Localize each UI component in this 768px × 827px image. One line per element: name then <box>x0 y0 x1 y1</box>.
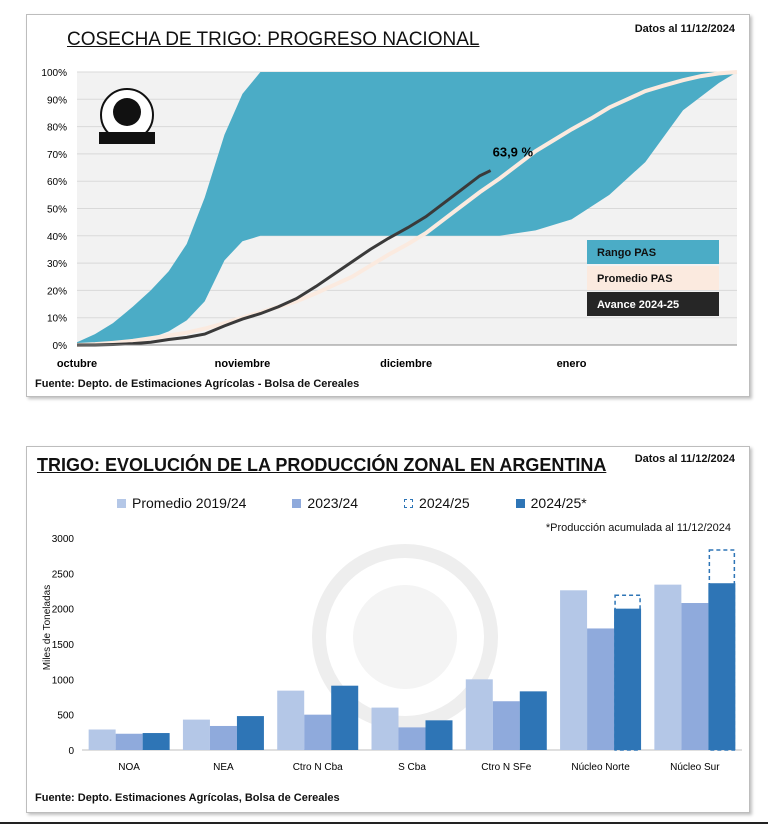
harvest-progress-panel: COSECHA DE TRIGO: PROGRESO NACIONAL Dato… <box>26 14 750 397</box>
legend-label: Promedio PAS <box>597 273 673 285</box>
y-tick-label: 80% <box>47 123 67 134</box>
harvest-progress-chart: 0% 10% 20% 30% 40% 50% 60% 70% 80% 90% 100% octubre… <box>41 68 738 370</box>
logo-banner <box>99 132 155 144</box>
y-tick-label: 70% <box>47 150 67 161</box>
watermark-center <box>353 585 457 689</box>
bar <box>398 727 426 750</box>
bar <box>277 690 305 750</box>
legend-item-2023: 2023/24 <box>292 495 358 511</box>
legend-label: Avance 2024-25 <box>597 299 679 311</box>
x-tick-label: S Cba <box>398 762 426 773</box>
y-tick-label: 10% <box>47 314 67 325</box>
chart1-date-note: Datos al 11/12/2024 <box>634 23 735 35</box>
bar <box>371 707 399 750</box>
bar <box>142 733 170 750</box>
chart2-note: *Producción acumulada al 11/12/2024 <box>545 522 731 534</box>
legend-swatch <box>587 266 719 290</box>
bar <box>209 725 237 750</box>
chart2-date-note: Datos al 11/12/2024 <box>634 453 735 465</box>
chart1-title: COSECHA DE TRIGO: PROGRESO NACIONAL <box>67 29 480 50</box>
legend-label: 2024/25 <box>419 495 470 511</box>
bar <box>492 701 520 750</box>
legend-label: Promedio 2019/24 <box>132 495 247 511</box>
y-tick-label: 2500 <box>52 569 75 580</box>
legend-label: 2024/25* <box>530 495 587 511</box>
y-tick-label: 30% <box>47 259 67 270</box>
legend-item-2024-accumulated: 2024/25* <box>515 495 587 511</box>
bar <box>587 628 615 750</box>
bar <box>304 714 332 750</box>
series-average-line <box>76 70 738 347</box>
bar <box>236 716 264 750</box>
y-tick-label: 0% <box>53 341 68 352</box>
bar <box>708 583 736 750</box>
y-tick-label: 1500 <box>52 640 75 651</box>
y-tick-label: 1000 <box>52 675 75 686</box>
bar <box>560 590 588 750</box>
bar <box>681 603 709 750</box>
bar <box>331 685 359 750</box>
annotation-current-progress: 63,9 % <box>493 145 534 160</box>
x-tick-label: Ctro N SFe <box>481 762 531 773</box>
y-tick-label: 3000 <box>52 534 75 545</box>
x-tick-label: Núcleo Norte <box>571 762 630 773</box>
y-tick-label: 90% <box>47 95 67 106</box>
bolsa-de-cereales-logo <box>99 88 155 144</box>
legend-swatch <box>404 498 414 508</box>
x-tick-label: NEA <box>213 762 234 773</box>
bar <box>115 733 143 750</box>
bar <box>425 720 453 750</box>
legend-label: 2023/24 <box>307 495 359 511</box>
legend-swatch <box>515 498 525 508</box>
legend-swatch <box>117 498 126 508</box>
legend-label: Rango PAS <box>597 247 656 259</box>
legend-swatch <box>587 292 719 316</box>
legend-item-promedio: Promedio 2019/24 <box>117 495 246 511</box>
x-tick-label: enero <box>557 358 587 370</box>
chart2-source: Fuente: Depto. Estimaciones Agrícolas, B… <box>35 792 340 804</box>
y-tick-label: 2000 <box>52 605 75 616</box>
y-tick-label: 50% <box>47 205 67 216</box>
y-tick-label: 0 <box>68 746 74 757</box>
bolsa-de-cereales-watermark <box>312 544 498 730</box>
bar <box>614 608 642 750</box>
x-tick-label: diciembre <box>380 358 432 370</box>
x-tick-label: Ctro N Cba <box>293 762 343 773</box>
chart2-legend: Promedio 2019/24 2023/24 2024/25 2024/25… <box>117 495 587 511</box>
logo-center <box>113 98 141 126</box>
y-tick-label: 500 <box>57 711 74 722</box>
watermark-ring <box>312 544 498 730</box>
y-tick-label: 60% <box>47 177 67 188</box>
legend-swatch <box>292 498 302 508</box>
bar <box>182 719 210 750</box>
chart2-title: TRIGO: EVOLUCIÓN DE LA PRODUCCIÓN ZONAL … <box>37 455 607 475</box>
x-tick-label: Núcleo Sur <box>670 762 720 773</box>
y-tick-label: 40% <box>47 232 67 243</box>
x-tick-label: octubre <box>57 358 97 370</box>
zonal-production-chart: 0 500 1000 1500 2000 2500 3000 NOA NEA Ctro N Cb… <box>52 534 742 773</box>
bar <box>519 691 547 750</box>
x-tick-label: NOA <box>118 762 140 773</box>
bar <box>465 679 493 750</box>
legend-swatch <box>587 240 719 264</box>
bar <box>654 584 682 750</box>
chart1-source: Fuente: Depto. de Estimaciones Agrícolas… <box>35 378 360 390</box>
y-tick-label: 100% <box>41 68 67 79</box>
zonal-production-panel: TRIGO: EVOLUCIÓN DE LA PRODUCCIÓN ZONAL … <box>26 446 750 813</box>
series-range-band <box>77 72 737 345</box>
legend-item-2024-estimate: 2024/25 <box>404 495 470 511</box>
series-progress-line <box>77 169 492 347</box>
y-tick-label: 20% <box>47 286 67 297</box>
page-bottom-rule <box>0 822 768 824</box>
bar <box>88 729 116 750</box>
x-tick-label: noviembre <box>215 358 271 370</box>
